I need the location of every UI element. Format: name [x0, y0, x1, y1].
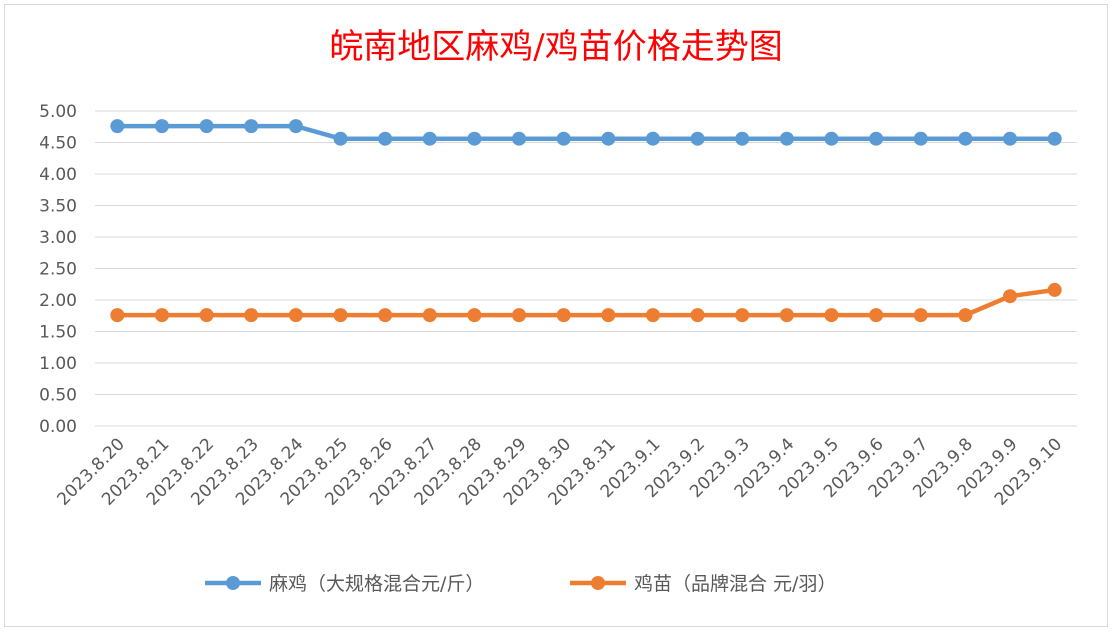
legend-marker	[591, 576, 605, 590]
data-point	[244, 119, 259, 134]
y-tick-label: 4.00	[39, 165, 77, 185]
y-tick-label: 0.00	[39, 417, 77, 437]
legend-marker	[226, 576, 240, 590]
data-point	[869, 131, 884, 146]
y-tick-label: 1.00	[39, 354, 77, 374]
data-point	[199, 119, 214, 134]
data-point	[735, 131, 750, 146]
data-point	[422, 131, 437, 146]
data-point	[244, 308, 259, 323]
y-tick-label: 5.00	[39, 102, 77, 122]
y-tick-label: 3.00	[39, 228, 77, 248]
data-point	[333, 131, 348, 146]
y-tick-label: 0.50	[39, 386, 77, 406]
data-point	[467, 308, 482, 323]
data-point	[378, 308, 393, 323]
y-tick-label: 2.00	[39, 291, 77, 311]
legend: 麻鸡（大规格混合元/斤） 鸡苗（品牌混合 元/羽）	[205, 573, 836, 595]
data-point	[958, 308, 973, 323]
data-point	[422, 308, 437, 323]
y-axis-ticks: 0.00 0.50 1.00 1.50 2.00 2.50 3.00 3.50 4.00 4.50…	[39, 102, 77, 437]
data-point	[512, 131, 527, 146]
data-point	[1003, 289, 1018, 304]
series-line	[117, 123, 1055, 141]
legend-label: 麻鸡（大规格混合元/斤）	[269, 573, 484, 595]
data-point	[512, 308, 527, 323]
data-point	[199, 308, 214, 323]
data-point	[1047, 131, 1062, 146]
data-point	[824, 131, 839, 146]
y-tick-label: 3.50	[39, 197, 77, 217]
data-point	[110, 308, 125, 323]
data-point	[556, 308, 571, 323]
data-point	[1047, 282, 1062, 297]
series-line	[117, 287, 1055, 318]
gridlines	[95, 110, 1077, 427]
data-point	[601, 131, 616, 146]
data-point	[288, 308, 303, 323]
data-point	[958, 131, 973, 146]
data-point	[645, 131, 660, 146]
data-point	[779, 308, 794, 323]
data-point	[645, 308, 660, 323]
data-point	[869, 308, 884, 323]
data-point	[378, 131, 393, 146]
data-point	[690, 131, 705, 146]
data-point	[110, 119, 125, 134]
data-point	[690, 308, 705, 323]
data-point	[601, 308, 616, 323]
y-tick-label: 2.50	[39, 260, 77, 280]
data-point	[1003, 131, 1018, 146]
data-point	[333, 308, 348, 323]
data-point	[288, 119, 303, 134]
y-tick-label: 4.50	[39, 134, 77, 154]
legend-label: 鸡苗（品牌混合 元/羽）	[634, 573, 836, 595]
series-group	[110, 119, 1062, 323]
chart-title: 皖南地区麻鸡/鸡苗价格走势图	[329, 27, 782, 67]
data-point	[556, 131, 571, 146]
data-point	[735, 308, 750, 323]
data-point	[913, 131, 928, 146]
y-tick-label: 1.50	[39, 323, 77, 343]
data-point	[154, 308, 169, 323]
data-point	[779, 131, 794, 146]
data-point	[913, 308, 928, 323]
data-point	[154, 119, 169, 134]
data-point	[824, 308, 839, 323]
data-point	[467, 131, 482, 146]
x-axis-ticks: 2023.8.202023.8.212023.8.222023.8.232023…	[54, 434, 1067, 509]
